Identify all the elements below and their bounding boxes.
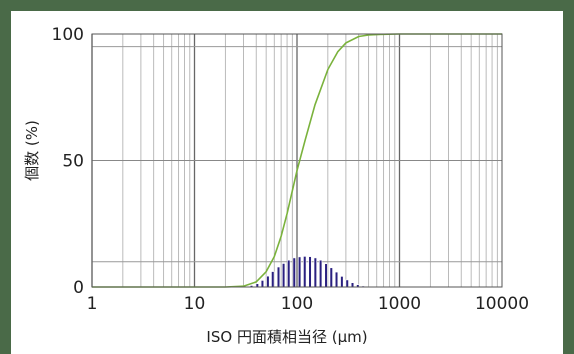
histogram-bar — [276, 266, 281, 288]
x-tick-label: 10 — [184, 294, 206, 314]
histogram-bar — [313, 257, 317, 288]
x-tick-label: 100 — [281, 294, 313, 314]
lines — [92, 33, 502, 288]
histogram-bar — [281, 263, 286, 288]
histogram-bar — [319, 259, 323, 288]
grid — [91, 33, 502, 288]
histogram-bar — [287, 259, 291, 288]
histogram-bar — [297, 256, 302, 288]
histogram-bar — [324, 263, 328, 288]
histogram-bar — [334, 271, 339, 288]
x-tick-label: 10000 — [475, 294, 529, 314]
x-axis-title: ISO 円面積相当径 (μm) — [206, 328, 367, 346]
y-axis-title: 個数 (%) — [23, 120, 41, 181]
chart-panel: 1 10 100 1000 10000 0 50 100 ISO 円面積相当径 (μm) 個数… — [11, 11, 563, 354]
x-tick-label: 1 — [87, 294, 98, 314]
histogram-bar — [350, 282, 355, 288]
histogram-bar — [329, 267, 333, 288]
histogram-bar — [303, 256, 307, 288]
histogram-bar — [266, 275, 270, 288]
x-tick-label: 1000 — [378, 294, 421, 314]
tick-labels: 1 10 100 1000 10000 0 50 100 — [52, 25, 530, 314]
histogram-bar — [271, 271, 275, 288]
histogram-bar — [308, 256, 312, 288]
histogram-bar — [292, 257, 296, 288]
y-tick-label: 100 — [52, 25, 84, 45]
histogram-bar — [260, 280, 265, 288]
histogram-bar — [340, 276, 344, 288]
particle-size-chart: 1 10 100 1000 10000 0 50 100 ISO 円面積相当径 (μm) 個数… — [23, 25, 530, 346]
plot-frame — [91, 33, 503, 288]
histogram-bar — [345, 279, 349, 288]
bars — [244, 256, 371, 288]
cumulative-line — [92, 33, 502, 288]
y-tick-label: 50 — [62, 152, 84, 172]
y-tick-label: 0 — [73, 278, 84, 298]
